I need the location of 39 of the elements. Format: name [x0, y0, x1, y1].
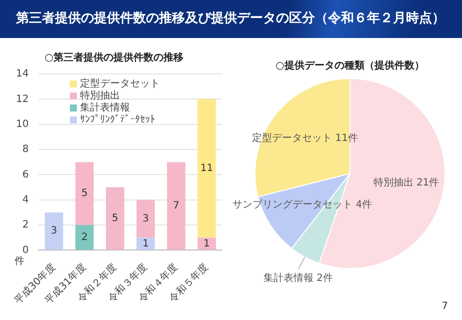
legend-label: 集計表情報: [80, 102, 130, 114]
bar: [106, 187, 124, 250]
y-tick-label: 6: [22, 169, 29, 180]
bar: [44, 212, 64, 250]
y-tick-label: 0: [22, 244, 29, 256]
y-tick-label: 14: [16, 68, 29, 80]
data-label: 7: [172, 200, 180, 212]
legend-label: 定型データセット: [80, 78, 160, 90]
text: 第三者提供の提供件数の推移及び提供データの区分（令和６年２月時点）: [0, 0, 462, 38]
bar: [167, 162, 186, 250]
slice-label: 集計表情報 2件: [263, 272, 333, 284]
data-label: 3: [50, 226, 58, 237]
text: 7: [442, 301, 448, 312]
data-label: 11: [200, 163, 214, 174]
slice-label: 定型データセット 11件: [252, 132, 358, 144]
data-label: 1: [204, 238, 210, 250]
chart-title: ○第三者提供の提供件数の推移: [44, 52, 184, 64]
data-label: 5: [81, 188, 88, 200]
y-tick-label: 8: [22, 144, 29, 156]
legend-label: ｻﾝﾌﾟﾘﾝｸﾞﾃﾞｰﾀｾｯﾄ: [80, 114, 155, 126]
bar: [75, 225, 94, 250]
data-label: 2: [81, 232, 88, 243]
data-label: 1: [142, 238, 149, 250]
y-tick-label: 4: [22, 194, 29, 206]
legend-label: 特別抽出: [80, 90, 120, 102]
y-tick-label: 12: [16, 94, 29, 105]
bar: [198, 238, 216, 250]
chart-title: ○提供データの種類（提供件数）: [276, 60, 424, 72]
bar: [198, 99, 216, 238]
bar: [75, 162, 94, 226]
slice-label: サンプリングデータセット 4件: [232, 198, 372, 210]
slice-label: 特別抽出 21件: [373, 176, 440, 188]
data-label: 3: [142, 213, 149, 224]
y-tick-label: 10: [16, 118, 29, 130]
bar: [136, 200, 155, 238]
y-axis-title: 件: [14, 256, 25, 267]
data-label: 5: [112, 213, 118, 224]
bar: [136, 238, 155, 250]
y-tick-label: 2: [22, 220, 29, 231]
